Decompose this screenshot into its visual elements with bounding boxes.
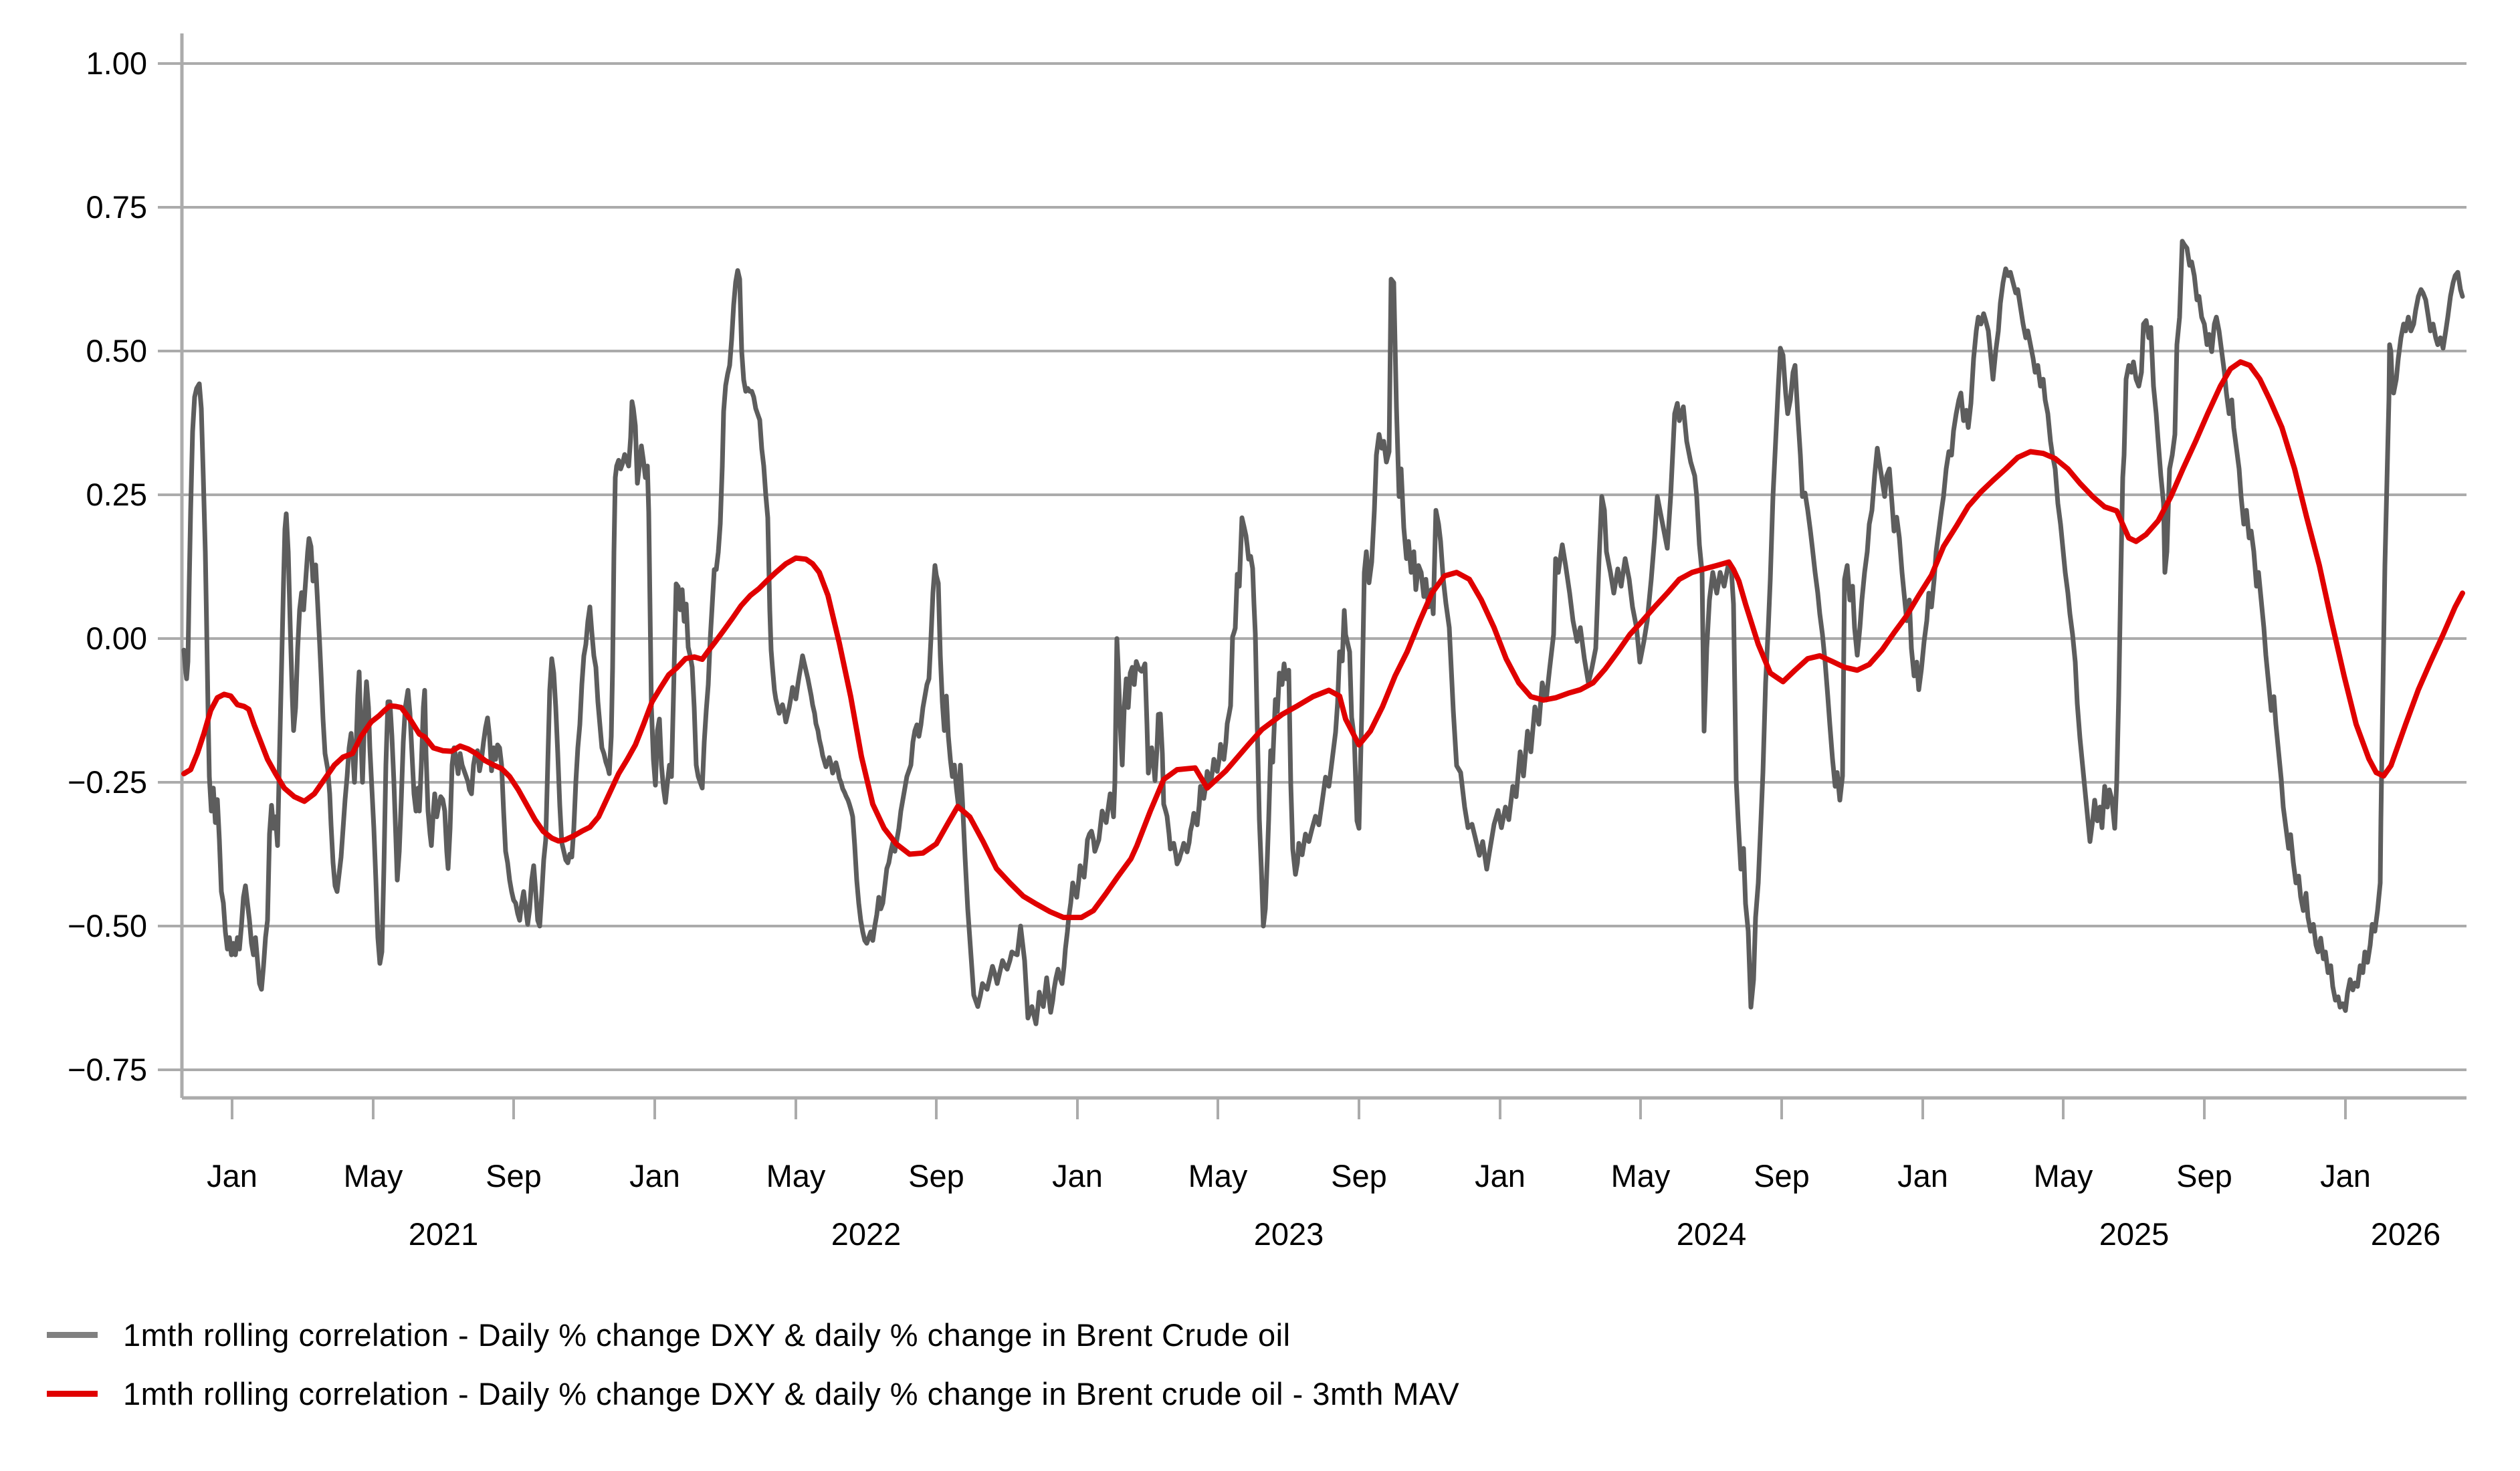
legend-item-red: 1mth rolling correlation - Daily % chang… (47, 1364, 2454, 1423)
x-axis-year-label: 2021 (409, 1216, 479, 1252)
x-axis-month-label: May (2034, 1158, 2093, 1194)
x-axis-month-label: Sep (1331, 1158, 1387, 1194)
red-line-swatch-icon (47, 1390, 98, 1397)
plot-area: 1.00 0.75 0.50 0.25 0.00 −0.25 −0.50 −0.75 Jan Ma… (68, 33, 2466, 1252)
x-axis-month-label: Sep (2176, 1158, 2232, 1194)
gray-line-swatch-icon (47, 1331, 98, 1338)
x-axis-month-label: Jan (1052, 1158, 1103, 1194)
y-axis-label: −0.50 (68, 908, 147, 943)
x-axis-year-label: 2025 (2099, 1216, 2170, 1252)
x-axis-month-label: Jan (629, 1158, 680, 1194)
x-axis-year-label: 2022 (831, 1216, 902, 1252)
x-axis-month-label: Sep (908, 1158, 964, 1194)
series-line-3mth-mav (181, 359, 2465, 921)
x-axis-month-label: Jan (207, 1158, 257, 1194)
x-axis-month-label: Jan (1897, 1158, 1948, 1194)
x-axis-month-label: Sep (486, 1158, 542, 1194)
y-axis-label: 0.75 (86, 189, 147, 225)
x-axis-month-label: Jan (1475, 1158, 1526, 1194)
y-axis-label: 1.00 (86, 45, 147, 81)
x-axis-year-label: 2026 (2371, 1216, 2441, 1252)
x-axis-year-label: 2024 (1677, 1216, 1747, 1252)
series-line-1mth-correlation (181, 239, 2465, 1026)
x-axis-month-label: Jan (2320, 1158, 2371, 1194)
legend-label-gray: 1mth rolling correlation - Daily % chang… (123, 1317, 1291, 1353)
y-axis-label: 0.50 (86, 333, 147, 368)
y-axis-label: 0.25 (86, 477, 147, 512)
x-axis-month-label: May (1188, 1158, 1248, 1194)
legend-label-red: 1mth rolling correlation - Daily % chang… (123, 1375, 1460, 1411)
x-axis-month-label: May (1611, 1158, 1671, 1194)
y-axis-label: −0.25 (68, 764, 147, 800)
x-axis-month-label: May (766, 1158, 826, 1194)
x-axis-month-label: Sep (1754, 1158, 1810, 1194)
legend: 1mth rolling correlation - Daily % chang… (47, 1305, 2454, 1423)
x-axis-year-label: 2023 (1254, 1216, 1324, 1252)
y-axis-label: −0.75 (68, 1052, 147, 1087)
y-axis-label: 0.00 (86, 620, 147, 656)
legend-item-gray: 1mth rolling correlation - Daily % chang… (47, 1305, 2454, 1364)
x-axis-month-label: May (344, 1158, 403, 1194)
